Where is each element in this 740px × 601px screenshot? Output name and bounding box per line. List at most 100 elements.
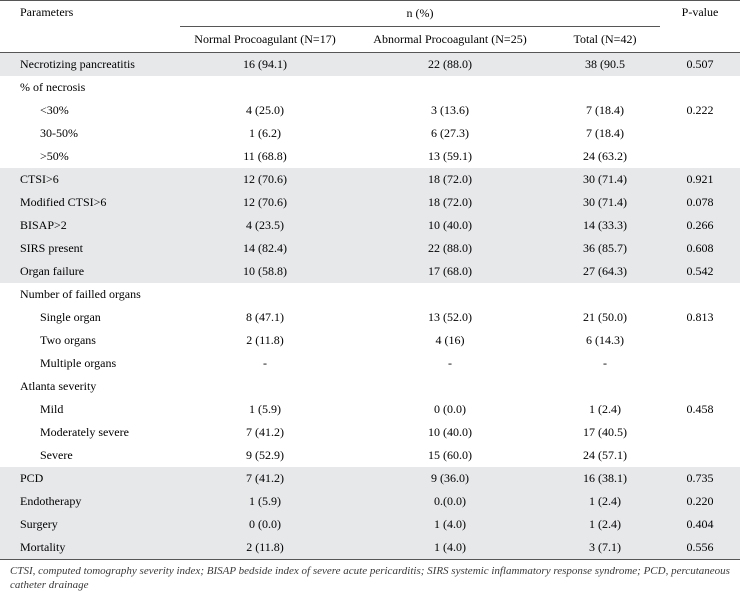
cell-abnormal: [350, 283, 550, 306]
cell-pvalue: [660, 76, 740, 99]
cell-pvalue: [660, 329, 740, 352]
cell-abnormal: 18 (72.0): [350, 191, 550, 214]
col-subheader-total: Total (N=42): [550, 27, 660, 53]
table-row: Single organ8 (47.1)13 (52.0)21 (50.0)0.…: [0, 306, 740, 329]
cell-total: 27 (64.3): [550, 260, 660, 283]
table-row: Mild1 (5.9)0 (0.0)1 (2.4)0.458: [0, 398, 740, 421]
table-row: BISAP>24 (23.5)10 (40.0)14 (33.3)0.266: [0, 214, 740, 237]
cell-total: 30 (71.4): [550, 191, 660, 214]
cell-total: 36 (85.7): [550, 237, 660, 260]
cell-normal: 1 (5.9): [180, 398, 350, 421]
cell-parameter: Mild: [0, 398, 180, 421]
cell-total: 24 (63.2): [550, 145, 660, 168]
cell-total: 1 (2.4): [550, 490, 660, 513]
cell-pvalue: 0.078: [660, 191, 740, 214]
cell-parameter: Severe: [0, 444, 180, 467]
table-row: Two organs2 (11.8)4 (16)6 (14.3): [0, 329, 740, 352]
cell-abnormal: 10 (40.0): [350, 214, 550, 237]
cell-pvalue: [660, 352, 740, 375]
cell-normal: 4 (23.5): [180, 214, 350, 237]
cell-parameter: Single organ: [0, 306, 180, 329]
cell-abnormal: [350, 375, 550, 398]
table-row: <30%4 (25.0)3 (13.6)7 (18.4)0.222: [0, 99, 740, 122]
cell-abnormal: 4 (16): [350, 329, 550, 352]
col-header-group: n (%): [180, 1, 660, 27]
table-row: Number of failled organs: [0, 283, 740, 306]
cell-pvalue: [660, 421, 740, 444]
cell-total: 30 (71.4): [550, 168, 660, 191]
cell-parameter: Modified CTSI>6: [0, 191, 180, 214]
table-row: Surgery0 (0.0)1 (4.0)1 (2.4)0.404: [0, 513, 740, 536]
col-subheader-normal: Normal Procoagulant (N=17): [180, 27, 350, 53]
cell-abnormal: 13 (59.1): [350, 145, 550, 168]
cell-normal: 10 (58.8): [180, 260, 350, 283]
cell-parameter: Surgery: [0, 513, 180, 536]
cell-total: 1 (2.4): [550, 398, 660, 421]
cell-abnormal: 10 (40.0): [350, 421, 550, 444]
cell-total: 6 (14.3): [550, 329, 660, 352]
cell-pvalue: 0.507: [660, 53, 740, 77]
cell-normal: 1 (5.9): [180, 490, 350, 513]
cell-parameter: CTSI>6: [0, 168, 180, 191]
cell-normal: 16 (94.1): [180, 53, 350, 77]
cell-parameter: Atlanta severity: [0, 375, 180, 398]
cell-total: 3 (7.1): [550, 536, 660, 559]
cell-parameter: Mortality: [0, 536, 180, 559]
cell-normal: 12 (70.6): [180, 168, 350, 191]
cell-abnormal: 3 (13.6): [350, 99, 550, 122]
cell-pvalue: [660, 283, 740, 306]
cell-parameter: Two organs: [0, 329, 180, 352]
cell-normal: 14 (82.4): [180, 237, 350, 260]
cell-normal: [180, 76, 350, 99]
cell-pvalue: [660, 444, 740, 467]
cell-parameter: <30%: [0, 99, 180, 122]
col-subheader-abnormal: Abnormal Procoagulant (N=25): [350, 27, 550, 53]
cell-parameter: Necrotizing pancreatitis: [0, 53, 180, 77]
cell-total: 38 (90.5: [550, 53, 660, 77]
cell-pvalue: 0.608: [660, 237, 740, 260]
table-row: Moderately severe7 (41.2)10 (40.0)17 (40…: [0, 421, 740, 444]
cell-total: 14 (33.3): [550, 214, 660, 237]
cell-normal: 7 (41.2): [180, 421, 350, 444]
table-row: >50%11 (68.8)13 (59.1)24 (63.2): [0, 145, 740, 168]
cell-abnormal: 0 (0.0): [350, 398, 550, 421]
table-row: Severe9 (52.9)15 (60.0)24 (57.1): [0, 444, 740, 467]
cell-abnormal: 22 (88.0): [350, 53, 550, 77]
cell-abnormal: -: [350, 352, 550, 375]
cell-total: 24 (57.1): [550, 444, 660, 467]
cell-pvalue: [660, 375, 740, 398]
cell-normal: 9 (52.9): [180, 444, 350, 467]
col-header-parameters: Parameters: [0, 1, 180, 53]
cell-normal: 8 (47.1): [180, 306, 350, 329]
cell-pvalue: 0.266: [660, 214, 740, 237]
cell-parameter: Multiple organs: [0, 352, 180, 375]
cell-abnormal: 13 (52.0): [350, 306, 550, 329]
cell-parameter: Endotherapy: [0, 490, 180, 513]
cell-abnormal: [350, 76, 550, 99]
cell-pvalue: 0.404: [660, 513, 740, 536]
cell-total: 21 (50.0): [550, 306, 660, 329]
table-row: % of necrosis: [0, 76, 740, 99]
cell-pvalue: [660, 122, 740, 145]
cell-normal: [180, 283, 350, 306]
cell-abnormal: 15 (60.0): [350, 444, 550, 467]
cell-abnormal: 1 (4.0): [350, 536, 550, 559]
cell-parameter: 30-50%: [0, 122, 180, 145]
cell-parameter: Moderately severe: [0, 421, 180, 444]
cell-normal: 1 (6.2): [180, 122, 350, 145]
table-row: Organ failure10 (58.8)17 (68.0)27 (64.3)…: [0, 260, 740, 283]
cell-parameter: BISAP>2: [0, 214, 180, 237]
cell-parameter: >50%: [0, 145, 180, 168]
col-header-pvalue: P-value: [660, 1, 740, 53]
cell-total: [550, 283, 660, 306]
cell-pvalue: 0.735: [660, 467, 740, 490]
cell-normal: 2 (11.8): [180, 536, 350, 559]
cell-total: [550, 76, 660, 99]
cell-abnormal: 1 (4.0): [350, 513, 550, 536]
cell-normal: 4 (25.0): [180, 99, 350, 122]
cell-normal: 7 (41.2): [180, 467, 350, 490]
cell-total: 7 (18.4): [550, 122, 660, 145]
table-row: Atlanta severity: [0, 375, 740, 398]
cell-pvalue: 0.813: [660, 306, 740, 329]
cell-pvalue: [660, 145, 740, 168]
